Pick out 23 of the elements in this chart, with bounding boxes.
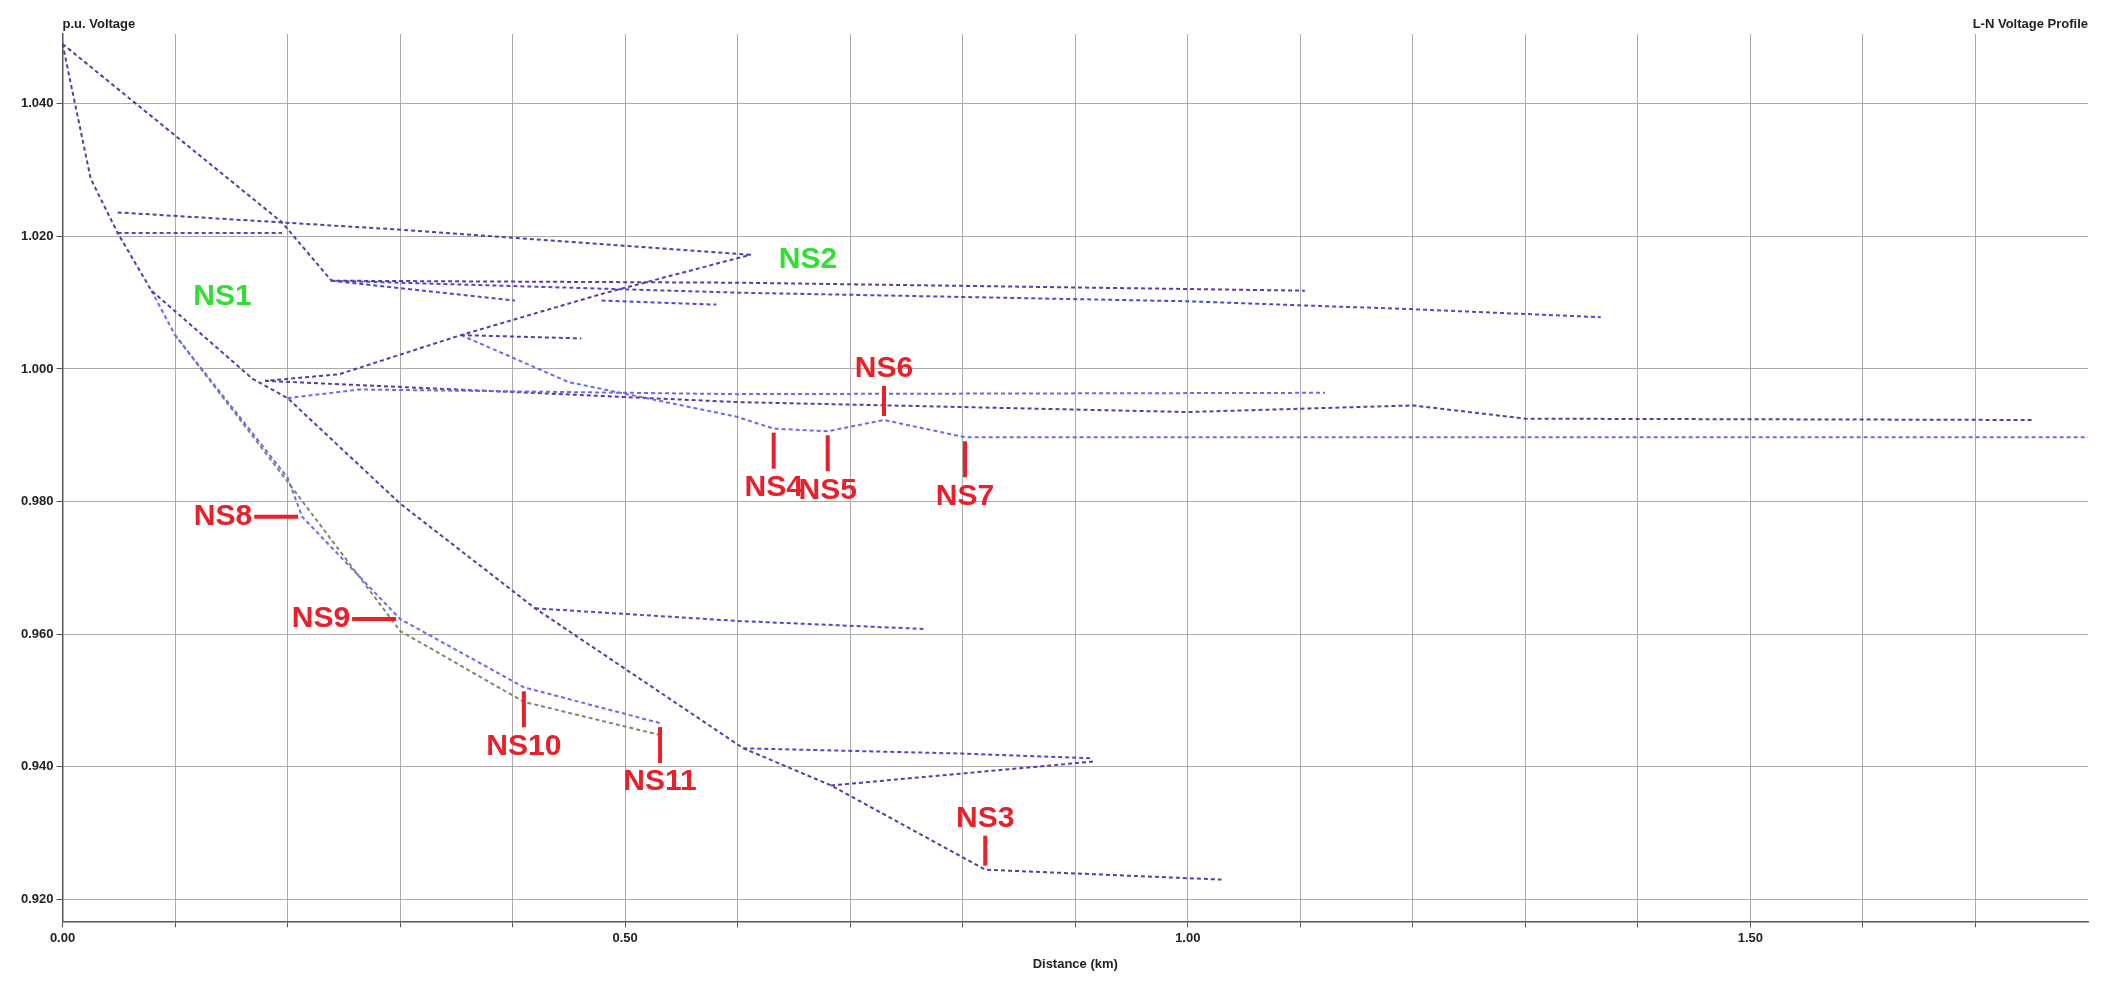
y-tick-label: 0.960 [20,625,54,641]
annotation: NS11 [623,763,697,797]
x-tick-label: 1.50 [1737,929,1764,945]
annotation: NS6 [854,350,914,384]
y-tick-label: 1.040 [20,95,54,111]
y-tick-label: 0.940 [20,758,54,774]
annotation: NS1 [193,277,252,311]
y-axis-title: p.u. Voltage [62,16,136,32]
chart-title: L-N Voltage Profile [1972,16,2088,32]
x-tick-label: 0.00 [49,929,76,945]
annotation: NS3 [956,799,1015,833]
y-tick-label: 1.000 [20,360,54,376]
y-tick-label: 0.980 [20,493,54,509]
annotation: NS10 [486,727,562,761]
x-axis-title: Distance (km) [1032,956,1118,972]
annotation: NS8 [193,498,253,532]
annotation: NS2 [778,240,838,274]
annotation: NS9 [291,600,351,634]
y-tick-label: 0.920 [20,891,54,907]
x-tick-label: 0.50 [612,929,638,945]
y-tick-label: 1.020 [20,227,54,243]
annotation: NS7 [935,477,995,511]
x-tick-label: 1.00 [1175,929,1201,945]
